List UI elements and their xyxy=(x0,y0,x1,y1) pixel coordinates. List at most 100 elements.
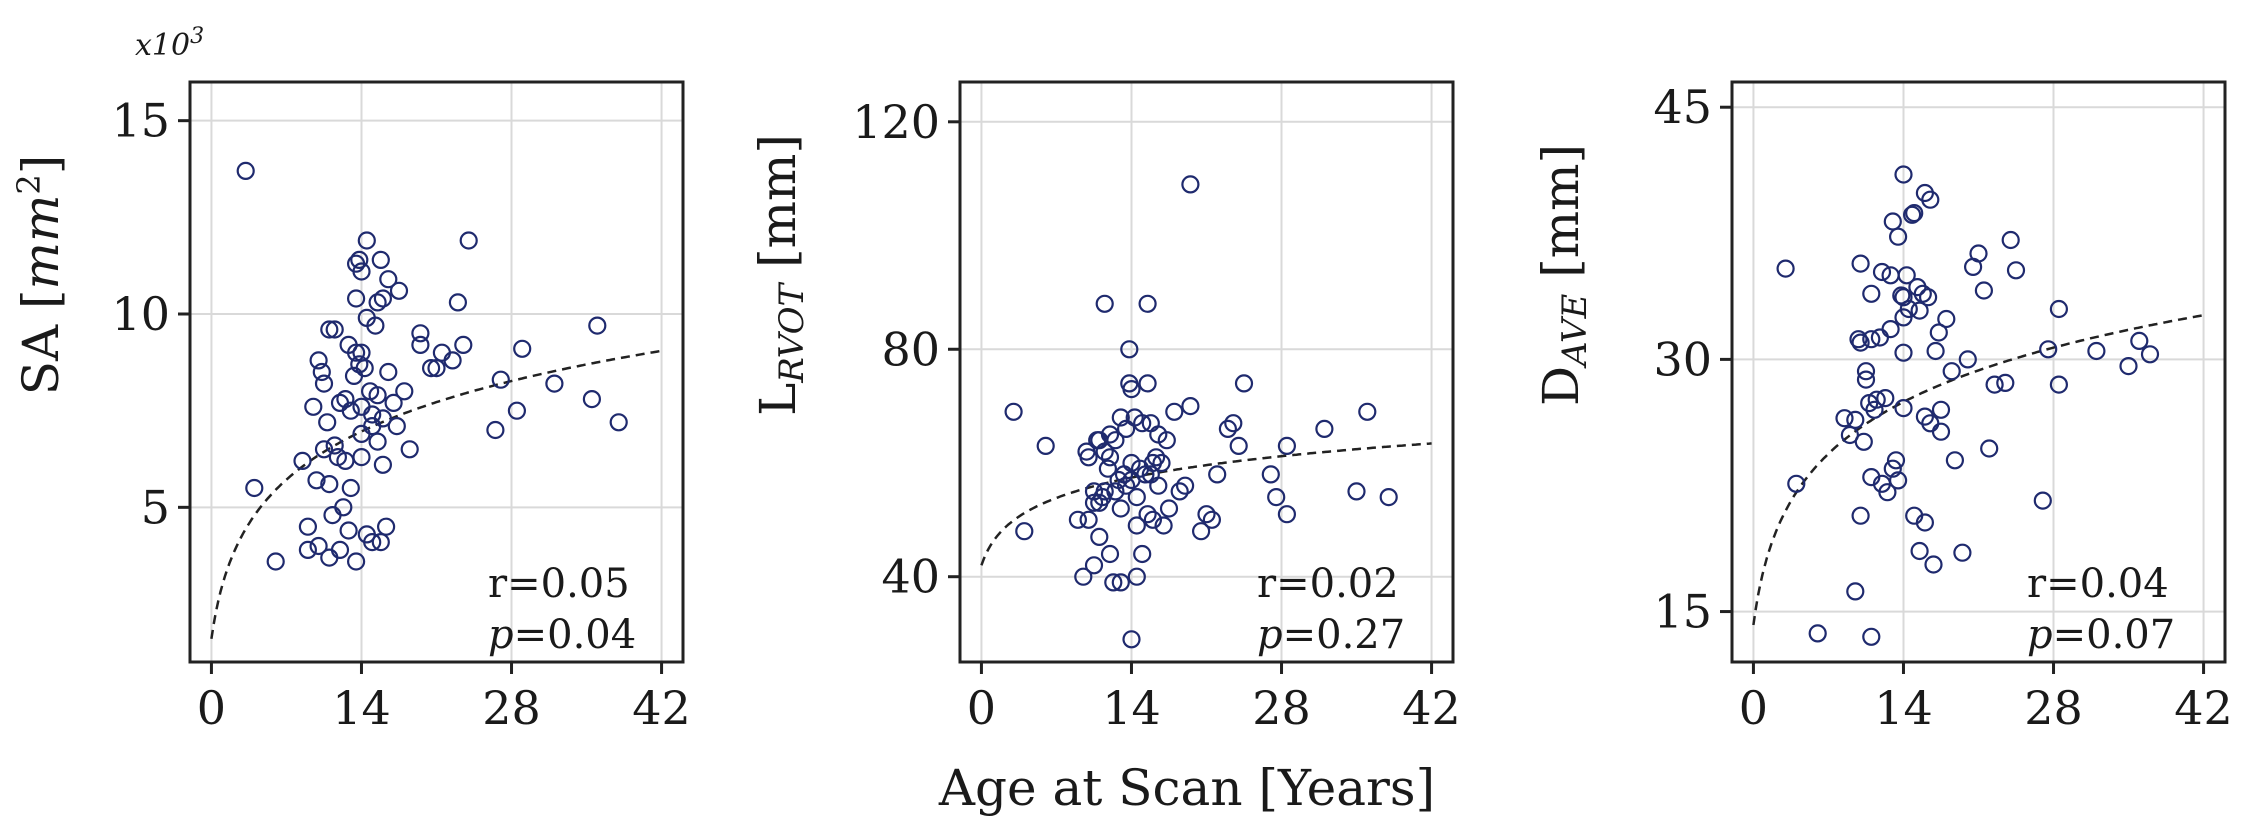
data-point xyxy=(411,324,430,343)
data-point xyxy=(395,382,414,401)
r-value: r=0.04 xyxy=(2027,561,2169,607)
data-point xyxy=(2130,331,2149,350)
panel-sa: 0 14 28 42 5 10 15 x103 SA [mm2] r=0.05 p=0.04 xyxy=(10,24,691,735)
data-point xyxy=(1095,482,1114,501)
r-value: r=0.05 xyxy=(488,561,630,607)
data-point xyxy=(2006,261,2026,280)
grid-lines xyxy=(960,82,1453,662)
y-tick-label: 15 xyxy=(1653,585,1712,639)
data-point xyxy=(400,440,419,459)
data-point xyxy=(1921,190,1940,209)
data-point xyxy=(1111,573,1130,592)
data-point xyxy=(1146,448,1166,467)
data-point xyxy=(1197,505,1216,524)
data-point xyxy=(334,498,353,517)
data-point xyxy=(347,289,366,308)
data-point xyxy=(320,320,339,339)
data-point xyxy=(1090,527,1109,547)
data-point xyxy=(513,339,532,358)
data-point xyxy=(2119,357,2138,376)
x-tick-label: 28 xyxy=(482,681,541,735)
data-point xyxy=(1116,476,1136,495)
data-point xyxy=(1924,555,1943,574)
scatter-points xyxy=(236,161,628,571)
data-point xyxy=(320,475,339,494)
plot-frame xyxy=(188,80,685,664)
data-point xyxy=(236,161,255,180)
data-point xyxy=(377,517,396,536)
data-point xyxy=(363,417,382,436)
y-axis-label: DAVE [mm] xyxy=(1532,144,1595,406)
data-point xyxy=(384,393,403,412)
data-point xyxy=(1315,419,1334,438)
data-point xyxy=(318,413,337,432)
data-point xyxy=(2140,345,2160,364)
data-point xyxy=(1224,414,1243,433)
fit-curve xyxy=(210,349,662,639)
data-point xyxy=(1851,333,1870,352)
data-point xyxy=(1980,439,1999,458)
data-point xyxy=(336,390,355,409)
x-tick-label: 0 xyxy=(197,681,226,735)
data-point xyxy=(2049,375,2068,394)
data-point xyxy=(454,335,473,354)
data-point xyxy=(293,451,312,470)
data-point xyxy=(427,359,446,378)
data-point xyxy=(330,540,350,560)
data-point xyxy=(1122,380,1141,399)
data-point xyxy=(341,478,360,498)
p-value: p=0.07 xyxy=(2027,612,2175,658)
data-point xyxy=(2033,491,2052,510)
data-point xyxy=(1133,414,1152,433)
data-point xyxy=(1854,432,1873,451)
x-tick-label: 28 xyxy=(1252,681,1311,735)
axis-ticks: 0 14 28 42 40 80 120 xyxy=(852,95,1461,735)
data-point xyxy=(1138,505,1157,524)
data-point xyxy=(1152,453,1171,473)
data-point xyxy=(1929,323,1948,342)
data-point xyxy=(1261,465,1280,484)
data-point xyxy=(1159,499,1179,518)
data-point xyxy=(491,370,510,389)
data-point xyxy=(1894,165,1913,184)
data-point xyxy=(373,289,392,308)
data-point xyxy=(312,362,331,382)
data-point xyxy=(1846,582,1865,601)
r-value: r=0.02 xyxy=(1257,561,1399,607)
data-point xyxy=(443,351,462,370)
data-point xyxy=(1899,299,1918,319)
data-point xyxy=(1851,254,1870,273)
y-tick-label: 40 xyxy=(881,550,940,604)
data-point xyxy=(379,270,398,289)
data-point xyxy=(1143,510,1163,529)
data-point xyxy=(1862,330,1881,349)
data-point xyxy=(1872,262,1892,282)
data-point xyxy=(1931,400,1951,419)
data-point xyxy=(588,316,607,335)
data-point xyxy=(1958,350,1977,369)
data-point xyxy=(1079,448,1098,467)
axis-ticks: 0 14 28 42 15 30 45 xyxy=(1653,80,2232,735)
y-axis-label: LRVOT [mm] xyxy=(749,134,812,416)
data-point xyxy=(1808,624,1827,643)
data-point xyxy=(373,455,392,474)
data-point xyxy=(1111,408,1130,427)
data-point xyxy=(339,521,358,540)
data-point xyxy=(368,386,387,405)
data-point xyxy=(1883,212,1902,231)
data-point xyxy=(314,440,334,459)
data-point xyxy=(432,343,451,362)
p-value: p=0.04 xyxy=(488,612,636,658)
data-point xyxy=(1878,483,1897,502)
data-point xyxy=(330,393,350,412)
data-point xyxy=(1953,543,1972,562)
data-point xyxy=(363,532,382,552)
x-tick-label: 42 xyxy=(2174,681,2233,735)
data-point xyxy=(373,409,392,428)
x-tick-label: 42 xyxy=(1402,681,1461,735)
data-point xyxy=(2049,299,2068,319)
x-tick-label: 42 xyxy=(632,681,691,735)
y-tick-label: 80 xyxy=(881,322,940,376)
data-point xyxy=(1974,281,1994,300)
